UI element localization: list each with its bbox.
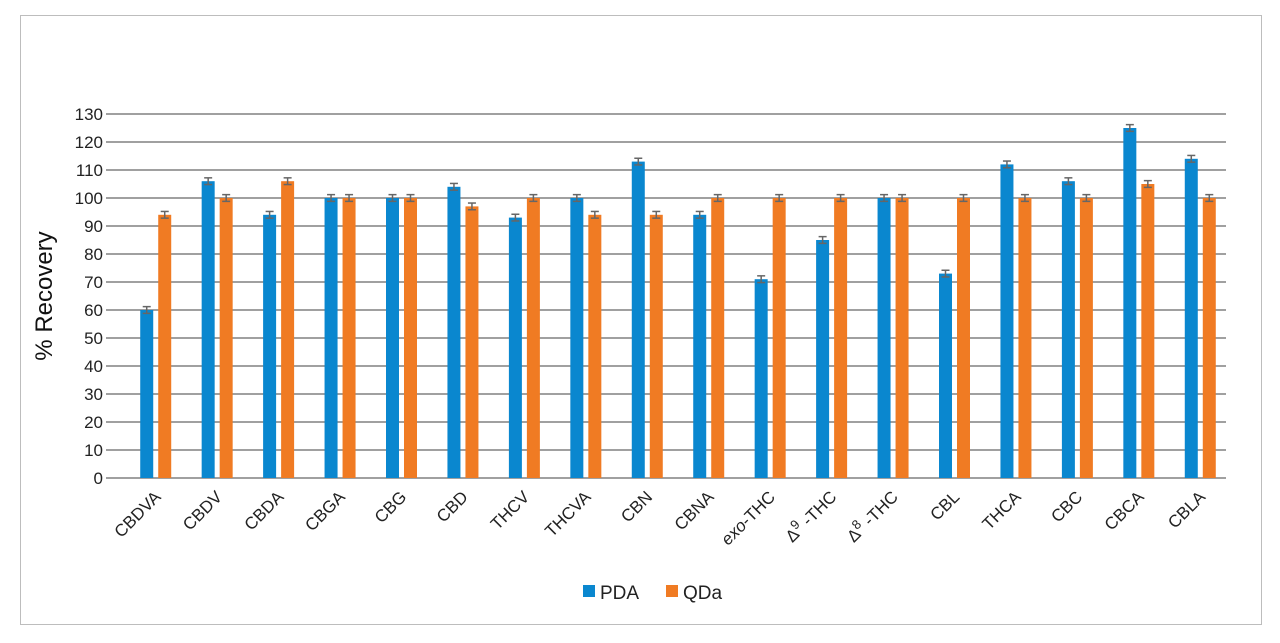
y-axis-ticks: 0 10 20 30 40 50 60 70 80 90 100 110 120 130 <box>75 105 103 488</box>
x-tick-label: exo-THC <box>717 487 779 549</box>
bar-pda <box>201 181 215 478</box>
bar-qda <box>404 198 417 478</box>
y-axis-title: % Recovery <box>31 231 58 360</box>
y-tick-label: 0 <box>94 469 103 488</box>
x-tick-label: Δ8 -THC <box>840 485 901 546</box>
bar-pda <box>631 161 645 478</box>
y-tick-label: 30 <box>84 385 103 404</box>
bar-qda <box>711 198 725 478</box>
bar-pda <box>263 214 277 479</box>
legend-swatch-qda <box>666 585 678 597</box>
legend-swatch-pda <box>583 585 595 597</box>
bar-pda <box>324 198 338 478</box>
x-tick-label: CBGA <box>301 487 349 535</box>
bar-qda <box>1141 184 1155 478</box>
bar-qda <box>588 214 602 479</box>
y-tick-label: 60 <box>84 301 103 320</box>
x-tick-label: CBDV <box>179 487 226 534</box>
bar-pda <box>1061 181 1075 478</box>
bar-pda <box>939 273 952 478</box>
x-tick-label: THCA <box>979 487 1026 534</box>
x-tick-label: Δ9 -THC <box>779 485 840 546</box>
bar-pda <box>1000 164 1014 478</box>
y-tick-label: 70 <box>84 273 103 292</box>
bar-qda <box>158 214 172 479</box>
bar-qda <box>1079 198 1093 478</box>
bar-qda <box>834 198 848 478</box>
x-tick-label: CBG <box>371 487 410 526</box>
y-tick-label: 120 <box>75 133 103 152</box>
x-tick-label: CBCA <box>1101 487 1148 534</box>
bar-qda <box>526 198 540 478</box>
bars <box>140 123 1216 479</box>
bar-qda <box>772 198 786 478</box>
bar-pda <box>1184 158 1198 479</box>
y-tick-label: 130 <box>75 105 103 124</box>
x-tick-label: CBDA <box>241 487 288 534</box>
chart-frame <box>20 15 1262 625</box>
y-tick-label: 50 <box>84 329 103 348</box>
x-tick-label: THCVA <box>541 487 595 541</box>
bar-pda <box>877 198 891 478</box>
bar-qda <box>1018 198 1032 478</box>
bar-qda <box>281 181 295 478</box>
bar-qda <box>649 214 663 479</box>
bar-qda <box>342 198 356 478</box>
bar-pda <box>508 217 522 478</box>
bar-qda <box>219 198 233 478</box>
x-tick-label: CBD <box>433 487 472 526</box>
bar-pda <box>754 279 768 478</box>
bar-pda <box>816 240 830 478</box>
bar-pda <box>386 198 399 478</box>
legend: PDA QDa <box>583 583 723 604</box>
bar-pda <box>693 214 707 479</box>
y-tick-label: 10 <box>84 441 103 460</box>
y-tick-label: 20 <box>84 413 103 432</box>
bar-pda <box>1123 128 1137 478</box>
y-tick-label: 40 <box>84 357 103 376</box>
x-tick-label: CBC <box>1047 487 1086 526</box>
x-axis-labels: CBDVA CBDV CBDA CBGA CBG CBD THCV THCVA CBN CBNA e… <box>111 485 1210 549</box>
x-tick-label: CBLA <box>1164 487 1209 532</box>
x-tick-label: THCV <box>487 487 534 534</box>
y-tick-label: 110 <box>76 161 103 180</box>
bar-pda <box>570 198 584 478</box>
x-tick-label: CBDVA <box>111 487 165 541</box>
bar-qda <box>1202 198 1216 478</box>
bar-qda <box>895 198 909 478</box>
bar-pda <box>447 186 461 479</box>
bar-qda <box>957 198 970 478</box>
legend-label-qda: QDa <box>683 583 723 604</box>
bar-pda <box>140 310 154 478</box>
y-tick-label: 80 <box>84 245 103 264</box>
y-tick-label: 100 <box>75 189 103 208</box>
bar-qda <box>465 206 479 478</box>
x-tick-label: CBN <box>617 487 656 526</box>
y-tick-label: 90 <box>84 217 103 236</box>
legend-label-pda: PDA <box>600 583 639 604</box>
x-tick-label: CBL <box>927 487 964 524</box>
x-tick-label: CBNA <box>671 487 718 534</box>
